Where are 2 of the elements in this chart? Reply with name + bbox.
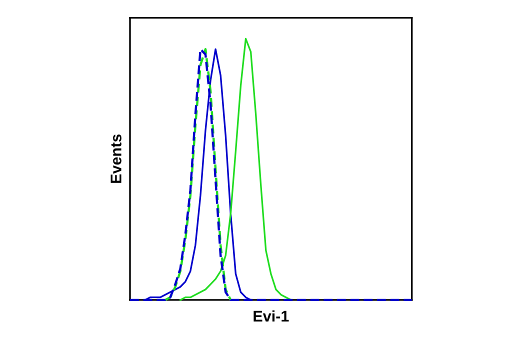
x-axis-title: Evi-1 — [254, 310, 289, 322]
y-axis-title: Events — [110, 134, 122, 183]
